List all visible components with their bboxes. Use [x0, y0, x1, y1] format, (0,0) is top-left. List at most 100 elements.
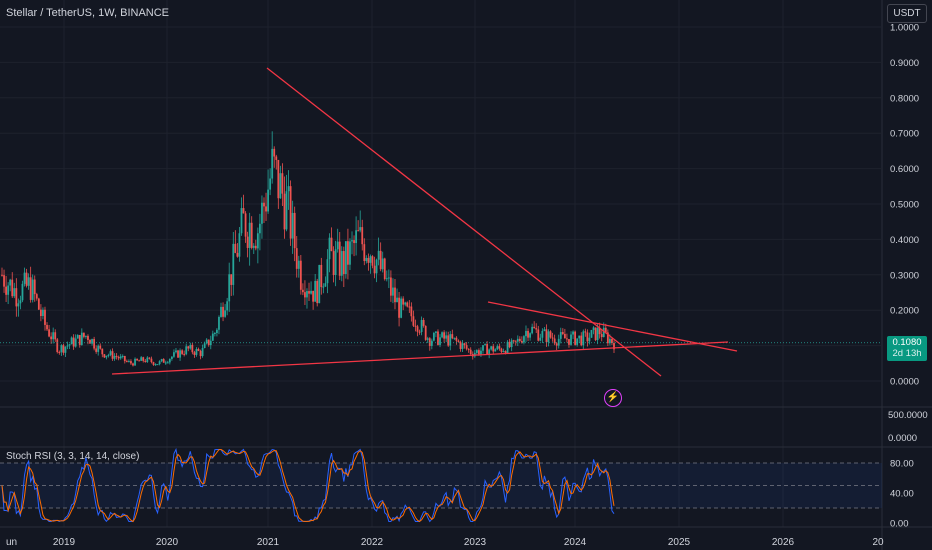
candle-body	[279, 173, 282, 199]
time-axis[interactable]: un 2019 2020 2021 2022 2023 2024 2025 2026 20	[6, 537, 884, 548]
candle-body	[150, 358, 153, 363]
candle-body	[60, 345, 63, 353]
candle-body	[203, 343, 206, 348]
price-tick-label: 0.0000	[890, 377, 919, 388]
candle-body	[33, 279, 36, 295]
candle-body	[408, 306, 411, 308]
candle-body	[416, 326, 419, 332]
rsi-tick-label: 80.00	[890, 459, 914, 470]
candle-body	[152, 362, 155, 365]
candle-body	[611, 338, 613, 344]
candle-body	[170, 356, 173, 359]
candle-body	[44, 309, 46, 325]
candle-body	[441, 332, 443, 338]
candle-body	[351, 240, 353, 242]
candle-body	[365, 257, 368, 262]
candle-body	[613, 343, 615, 350]
volume-pane: 500.0000 0.0000	[888, 410, 928, 444]
stoch-rsi-label: Stoch RSI (3, 3, 14, 14, close)	[6, 451, 140, 462]
candle-body	[392, 287, 394, 296]
candle-body	[236, 252, 239, 257]
candle-body	[195, 348, 198, 355]
candle-body	[35, 294, 38, 299]
candle-body	[492, 346, 495, 352]
candle-body	[183, 353, 186, 355]
candle-body	[295, 248, 298, 269]
candle-body	[238, 233, 241, 257]
candle-body	[132, 363, 134, 366]
candle-body	[128, 361, 130, 363]
candle-body	[308, 291, 310, 294]
candle-body	[199, 350, 202, 357]
candle-body	[383, 258, 386, 280]
candle-body	[469, 349, 472, 355]
trendline	[487, 301, 738, 352]
candle-body	[201, 347, 204, 357]
currency-button[interactable]: USDT	[887, 4, 927, 23]
candle-body	[46, 324, 48, 330]
candle-body	[168, 358, 171, 363]
candle-body	[451, 334, 454, 339]
candle-body	[138, 360, 141, 362]
candle-body	[422, 319, 425, 326]
candle-body	[371, 256, 374, 266]
candle-body	[457, 340, 460, 342]
candle-body	[328, 237, 331, 260]
candle-body	[78, 335, 81, 345]
candle-body	[424, 325, 427, 340]
candle-body	[353, 240, 355, 244]
candle-body	[211, 333, 214, 341]
candle-body	[340, 251, 343, 276]
candle-body	[402, 298, 405, 305]
candle-body	[283, 193, 286, 230]
candle-body	[543, 329, 546, 331]
candle-body	[291, 212, 294, 239]
candle-body	[445, 335, 448, 339]
volume-tick-label: 0.0000	[888, 433, 917, 444]
lightning-icon[interactable]: ⚡	[604, 389, 622, 407]
candle-body	[205, 339, 208, 344]
candle-body	[289, 186, 292, 239]
candle-body	[218, 316, 220, 330]
candle-body	[568, 339, 570, 345]
candle-body	[338, 241, 341, 276]
price-axis[interactable]: 1.0000 0.9000 0.8000 0.7000 0.6000 0.5000 0.40…	[890, 23, 919, 388]
candle-body	[310, 290, 312, 294]
candle-body	[586, 332, 589, 342]
candle-body	[306, 291, 308, 298]
candle-body	[549, 331, 552, 338]
candle-body	[318, 264, 321, 304]
candle-body	[467, 348, 470, 350]
candle-body	[48, 329, 50, 337]
candle-body	[525, 330, 527, 337]
time-tick-label: 2021	[257, 537, 280, 548]
candle-body	[175, 350, 177, 353]
candlestick-series	[0, 131, 882, 367]
candle-body	[367, 257, 370, 263]
candle-body	[66, 345, 69, 347]
candle-body	[287, 186, 290, 192]
candle-body	[1, 274, 3, 276]
candle-body	[134, 358, 136, 366]
candle-body	[437, 331, 439, 345]
candle-body	[322, 286, 325, 288]
price-tick-label: 0.9000	[890, 58, 919, 69]
candle-body	[173, 352, 175, 357]
candle-body	[389, 277, 392, 296]
candle-body	[377, 250, 380, 260]
candle-body	[99, 345, 102, 349]
candle-body	[263, 202, 265, 207]
candle-body	[404, 302, 407, 305]
candle-body	[70, 337, 73, 345]
candle-body	[189, 344, 192, 349]
candle-body	[609, 338, 611, 344]
candle-body	[574, 331, 577, 345]
candle-body	[89, 339, 91, 344]
candle-body	[52, 332, 55, 340]
candle-body	[580, 335, 583, 346]
candle-body	[105, 355, 108, 358]
candle-body	[357, 230, 360, 232]
candle-body	[332, 251, 335, 275]
candle-body	[447, 335, 450, 346]
